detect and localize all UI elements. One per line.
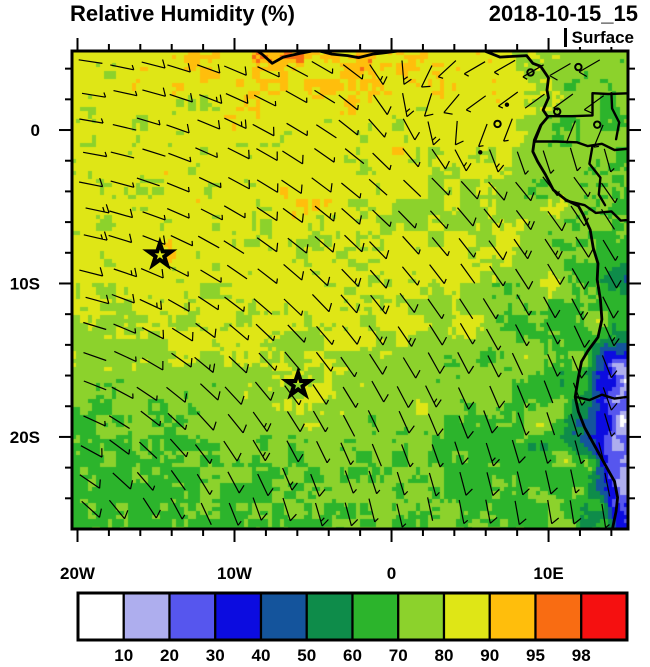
island-ring-icon: [526, 68, 535, 77]
level-label: Surface: [563, 28, 634, 47]
colorbar-cell: [76, 591, 125, 642]
star-marker-icon: [280, 366, 316, 400]
x-tick-label: 10E: [533, 564, 563, 583]
colorbar-label: 80: [435, 646, 454, 665]
border-line: [564, 199, 628, 222]
colorbar-label: 60: [343, 646, 362, 665]
colorbar-cell: [534, 591, 583, 642]
island-ring-icon: [593, 120, 602, 129]
border-line: [574, 393, 628, 402]
country-borders: [533, 92, 628, 402]
border-line: [588, 144, 607, 207]
colorbar-label: 95: [526, 646, 545, 665]
colorbar-label: 50: [297, 646, 316, 665]
colorbar-label: 10: [114, 646, 133, 665]
plot-title: Relative Humidity (%): [70, 1, 295, 26]
colorbar-cell: [442, 591, 491, 642]
island-dot-icon: [504, 102, 510, 107]
station-stars: [142, 236, 316, 400]
colorbar-cell: [488, 591, 537, 642]
colorbar-label: 40: [252, 646, 271, 665]
island-markers: [478, 62, 602, 155]
plot-datetime: 2018-10-15_15: [488, 1, 638, 26]
map-frame: [70, 49, 630, 531]
map-content: [78, 51, 628, 529]
rh-field-canvas: [72, 51, 628, 529]
y-tick-label: 0: [31, 121, 40, 140]
x-tick-label: 20W: [60, 564, 96, 583]
colorbar-label: 70: [389, 646, 408, 665]
colorbar-frame: [76, 591, 629, 642]
y-axis-labels: 0 10S 20S: [10, 121, 40, 447]
island-ring-icon: [574, 62, 583, 72]
colorbar-label: 90: [480, 646, 499, 665]
border-line: [610, 92, 621, 141]
island-ring-icon: [552, 107, 562, 116]
wind-barbs: [78, 59, 622, 529]
colorbar-label: 20: [160, 646, 179, 665]
colorbar-cell: [397, 591, 446, 642]
island-ring-icon: [493, 119, 502, 129]
axis-ticks: [59, 38, 641, 542]
island-dot-icon: [478, 150, 483, 155]
y-tick-label: 10S: [10, 274, 40, 293]
colorbar: 10 20 30 40 50 60 70 80 90 95 98: [76, 591, 629, 665]
colorbar-cell: [122, 591, 171, 642]
border-line: [533, 140, 628, 152]
colorbar-cell: [351, 591, 400, 642]
colorbar-cell: [168, 591, 217, 642]
colorbar-cell: [259, 591, 308, 642]
star-marker-icon: [142, 236, 178, 271]
coastline-path: [481, 51, 619, 529]
colorbar-label: 98: [572, 646, 591, 665]
x-tick-label: 10W: [217, 564, 253, 583]
y-tick-label: 20S: [10, 428, 40, 447]
x-axis-labels: 20W 10W 0 10E: [60, 564, 564, 583]
colorbar-cell: [580, 591, 629, 642]
x-tick-label: 0: [387, 564, 396, 583]
colorbar-cell: [305, 591, 354, 642]
colorbar-label: 30: [206, 646, 225, 665]
colorbar-cell: [214, 591, 263, 642]
